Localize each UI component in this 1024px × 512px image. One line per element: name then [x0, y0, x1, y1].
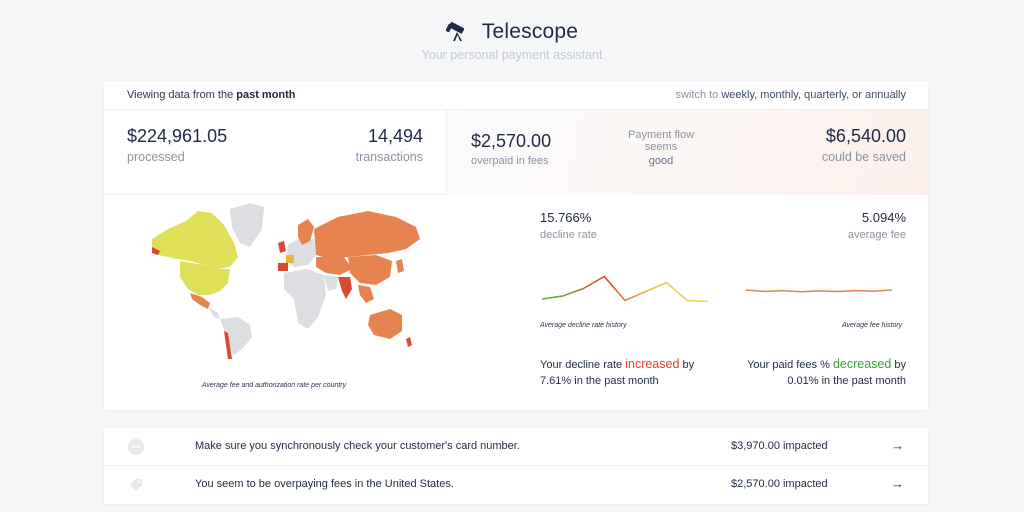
arrow-right-icon[interactable]: →: [891, 438, 904, 453]
fee-history-caption: Average fee history: [842, 322, 903, 329]
fee-trend-amount: 0.01% in the past month: [787, 375, 906, 387]
transactions-stat: 14,494 transactions: [356, 126, 423, 164]
map-caption: Average fee and authorization rate per c…: [201, 382, 347, 389]
map-region-southeast-asia[interactable]: [358, 285, 374, 303]
map-region-uk[interactable]: [278, 241, 286, 253]
processed-value: $224,961.05: [127, 126, 228, 146]
flow-label: Payment flow seems: [627, 129, 695, 153]
decline-value: 15.766%: [540, 210, 592, 225]
map-region-russia[interactable]: [314, 211, 420, 259]
map-region-new-zealand[interactable]: [406, 337, 412, 347]
period-prefix: Viewing data from the: [127, 89, 237, 101]
fee-trend-mid: by: [891, 359, 906, 371]
decline-metric: 15.766% decline rate: [540, 210, 597, 241]
map-region-india[interactable]: [338, 277, 352, 299]
map-region-alaska[interactable]: [152, 247, 160, 255]
recommendation-row[interactable]: Make sure you synchronously check your c…: [104, 428, 928, 466]
stats-row: $224,961.05 processed 14,494 transaction…: [104, 110, 928, 195]
fee-value: 5.094%: [861, 210, 906, 225]
fee-metric: 5.094% average fee: [848, 210, 906, 241]
period-value: past month: [236, 89, 296, 101]
tagline: Your personal payment assistant: [421, 48, 603, 62]
map-region-arabia[interactable]: [324, 275, 338, 291]
decline-history-caption: Average decline rate history: [540, 322, 627, 329]
decline-trend-mid: by: [679, 359, 695, 371]
map-region-canada[interactable]: [152, 211, 238, 269]
saved-stat: $6,540.00 could be saved: [822, 126, 906, 164]
flow-status: Payment flow seems good: [611, 129, 711, 167]
fee-trend-word: decreased: [832, 357, 892, 371]
saved-value: $6,540.00: [825, 126, 906, 146]
fee-sparkline: [745, 289, 893, 293]
map-region-australia[interactable]: [368, 309, 402, 339]
transactions-label: transactions: [355, 150, 423, 164]
map-region-france[interactable]: [286, 255, 294, 263]
processed-stat: $224,961.05 processed: [127, 126, 227, 164]
map-region-iberia[interactable]: [278, 263, 288, 271]
recommendations-card: Make sure you synchronously check your c…: [104, 428, 928, 504]
world-map[interactable]: [138, 199, 438, 359]
telescope-icon: [445, 21, 465, 41]
map-region-africa[interactable]: [284, 269, 326, 329]
map-region-china[interactable]: [348, 255, 392, 285]
decline-trend: Your decline rate increased by 7.61% in …: [540, 356, 694, 389]
recommendation-text: Make sure you synchronously check your c…: [195, 440, 520, 452]
recommendation-impact: $2,570.00 impacted: [731, 478, 828, 490]
map-region-scandinavia[interactable]: [298, 219, 314, 245]
map-region-mexico[interactable]: [190, 293, 210, 309]
decline-trend-prefix: Your decline rate: [540, 359, 626, 371]
fee-stats: $2,570.00 overpaid in fees Payment flow …: [447, 110, 928, 195]
recommendation-text: You seem to be overpaying fees in the Un…: [195, 478, 454, 490]
map-region-south-america[interactable]: [220, 317, 252, 355]
flow-status-value: good: [648, 155, 674, 167]
map-region-central-america[interactable]: [208, 307, 220, 319]
minus-circle-icon: [128, 439, 144, 455]
tag-icon: [130, 479, 142, 491]
map-region-usa[interactable]: [180, 261, 230, 295]
fee-trend-prefix: Your paid fees %: [747, 359, 833, 371]
processed-label: processed: [127, 150, 185, 164]
fee-trend: Your paid fees % decreased by 0.01% in t…: [747, 356, 906, 389]
period-switcher: switch to weekly, monthly, quarterly, or…: [676, 89, 907, 101]
saved-label: could be saved: [821, 150, 906, 164]
volume-stats: $224,961.05 processed 14,494 transaction…: [104, 110, 447, 195]
decline-label: decline rate: [540, 229, 597, 241]
map-region-chile[interactable]: [224, 331, 232, 359]
overview-card: Viewing data from the past month switch …: [104, 81, 928, 410]
overpaid-label: overpaid in fees: [471, 155, 549, 167]
decline-trend-amount: 7.61% in the past month: [540, 375, 659, 387]
app-title: Telescope: [481, 20, 579, 43]
transactions-value: 14,494: [367, 126, 423, 146]
fee-history-line: [745, 289, 893, 293]
overpaid-stat: $2,570.00 overpaid in fees: [471, 131, 551, 167]
overpaid-value: $2,570.00: [471, 131, 552, 151]
decline-trend-word: increased: [625, 357, 680, 371]
decline-sparkline: [541, 275, 709, 303]
recommendation-row[interactable]: You seem to be overpaying fees in the Un…: [104, 466, 928, 504]
brand: Telescope: [0, 18, 1024, 46]
map-region-japan[interactable]: [396, 259, 404, 273]
switch-prefix: switch to: [675, 89, 722, 101]
period-bar: Viewing data from the past month switch …: [104, 81, 928, 110]
header: Telescope Your personal payment assistan…: [0, 18, 1024, 62]
map-region-central-asia[interactable]: [316, 257, 352, 275]
map-region-greenland[interactable]: [230, 203, 264, 247]
fee-label: average fee: [847, 229, 906, 241]
recommendation-impact: $3,970.00 impacted: [731, 440, 828, 452]
switch-options-link[interactable]: weekly, monthly, quarterly, or annually: [721, 89, 906, 101]
period-info: Viewing data from the past month: [127, 89, 296, 101]
arrow-right-icon[interactable]: →: [891, 476, 904, 491]
decline-history-line: [541, 275, 709, 303]
